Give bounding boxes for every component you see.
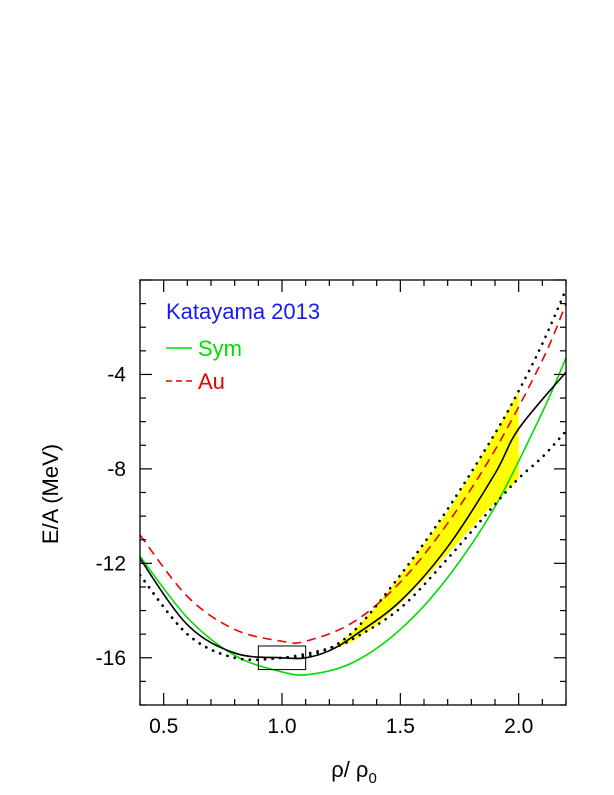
series-layer	[140, 288, 566, 676]
tick-label-layer: 0.5 1.0 1.5 2.0 -16 -12 -8 -4	[96, 363, 534, 738]
uncertainty-band	[329, 390, 519, 651]
legend: Katayama 2013 Sym Au	[166, 299, 320, 394]
x-tick-label: 0.5	[149, 715, 178, 738]
series-line-2	[140, 371, 566, 660]
x-axis-label: ρ/ ρ0	[331, 757, 377, 787]
x-axis-label-subscript: 0	[368, 770, 376, 787]
series-line-0	[140, 357, 566, 676]
series-line-1	[140, 303, 566, 644]
y-tick-label: -12	[96, 552, 126, 575]
x-axis-label-main: ρ/ ρ	[331, 757, 368, 782]
y-axis-label: E/A (MeV)	[38, 444, 63, 544]
legend-title: Katayama 2013	[166, 299, 320, 324]
legend-label-au: Au	[198, 369, 225, 394]
x-tick-label: 2.0	[504, 715, 533, 738]
x-tick-label: 1.0	[267, 715, 296, 738]
legend-label-sym: Sym	[198, 336, 242, 361]
saturation-box	[257, 645, 307, 671]
box-layer	[257, 645, 307, 671]
y-tick-label: -8	[107, 458, 126, 481]
band-layer	[329, 390, 519, 651]
series-line-3	[140, 288, 566, 662]
y-tick-label: -4	[107, 363, 126, 386]
tick-layer	[139, 279, 567, 706]
y-tick-label: -16	[96, 647, 126, 670]
x-tick-label: 1.5	[386, 715, 415, 738]
series-line-4	[140, 429, 566, 662]
